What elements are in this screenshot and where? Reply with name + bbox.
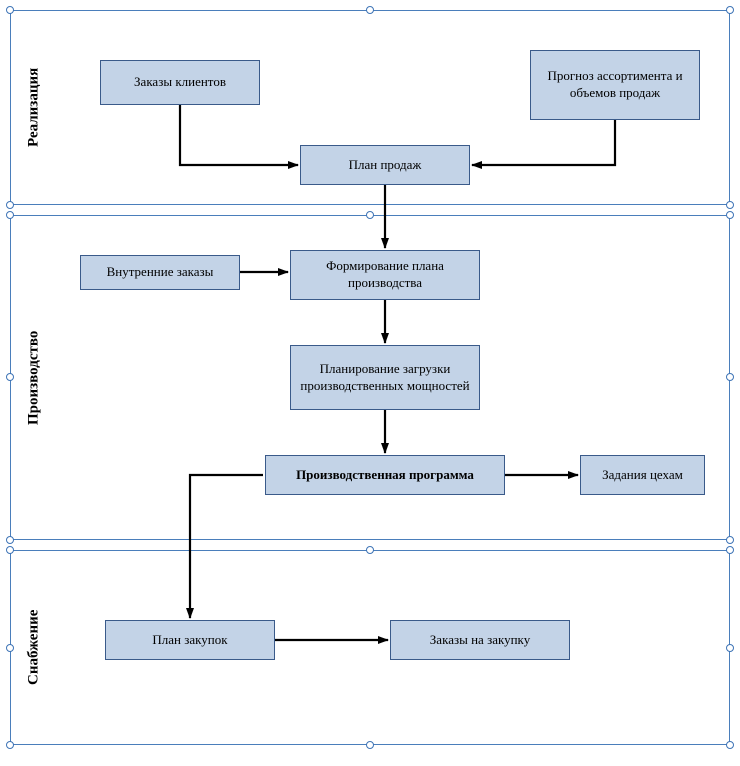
selection-handle[interactable] <box>6 536 14 544</box>
node-label: Формирование плана производства <box>295 258 475 292</box>
node-purchase-orders: Заказы на закупку <box>390 620 570 660</box>
selection-handle[interactable] <box>726 644 734 652</box>
selection-handle[interactable] <box>726 546 734 554</box>
selection-handle[interactable] <box>726 536 734 544</box>
selection-handle[interactable] <box>726 373 734 381</box>
node-label: Планирование загрузки производственных м… <box>295 361 475 395</box>
node-shop-tasks: Задания цехам <box>580 455 705 495</box>
selection-handle[interactable] <box>6 201 14 209</box>
node-sales-forecast: Прогноз ассортимента и объемов продаж <box>530 50 700 120</box>
node-capacity-planning: Планирование загрузки производственных м… <box>290 345 480 410</box>
selection-handle[interactable] <box>726 201 734 209</box>
selection-handle[interactable] <box>6 373 14 381</box>
selection-handle[interactable] <box>726 741 734 749</box>
selection-handle[interactable] <box>366 211 374 219</box>
node-label: Внутренние заказы <box>107 264 214 281</box>
node-purchase-plan: План закупок <box>105 620 275 660</box>
node-label: Прогноз ассортимента и объемов продаж <box>535 68 695 102</box>
node-sales-plan: План продаж <box>300 145 470 185</box>
swimlane-label-realization: Реализация <box>14 10 54 205</box>
selection-handle[interactable] <box>6 644 14 652</box>
node-internal-orders: Внутренние заказы <box>80 255 240 290</box>
selection-handle[interactable] <box>726 6 734 14</box>
node-label: Производственная программа <box>296 467 474 484</box>
node-production-program: Производственная программа <box>265 455 505 495</box>
selection-handle[interactable] <box>366 741 374 749</box>
swimlane-label-supply: Снабжение <box>14 550 54 745</box>
selection-handle[interactable] <box>6 6 14 14</box>
selection-handle[interactable] <box>726 211 734 219</box>
node-form-production-plan: Формирование плана производства <box>290 250 480 300</box>
diagram-canvas: Реализация Производство Снабжение Заказы… <box>0 0 740 766</box>
selection-handle[interactable] <box>6 741 14 749</box>
selection-handle[interactable] <box>6 211 14 219</box>
node-label: Заказы на закупку <box>430 632 530 649</box>
selection-handle[interactable] <box>366 6 374 14</box>
node-label: План закупок <box>152 632 227 649</box>
node-label: Заказы клиентов <box>134 74 226 91</box>
swimlane-label-production: Производство <box>14 215 54 540</box>
selection-handle[interactable] <box>6 546 14 554</box>
node-label: Задания цехам <box>602 467 683 484</box>
selection-handle[interactable] <box>366 546 374 554</box>
node-customer-orders: Заказы клиентов <box>100 60 260 105</box>
node-label: План продаж <box>349 157 422 174</box>
